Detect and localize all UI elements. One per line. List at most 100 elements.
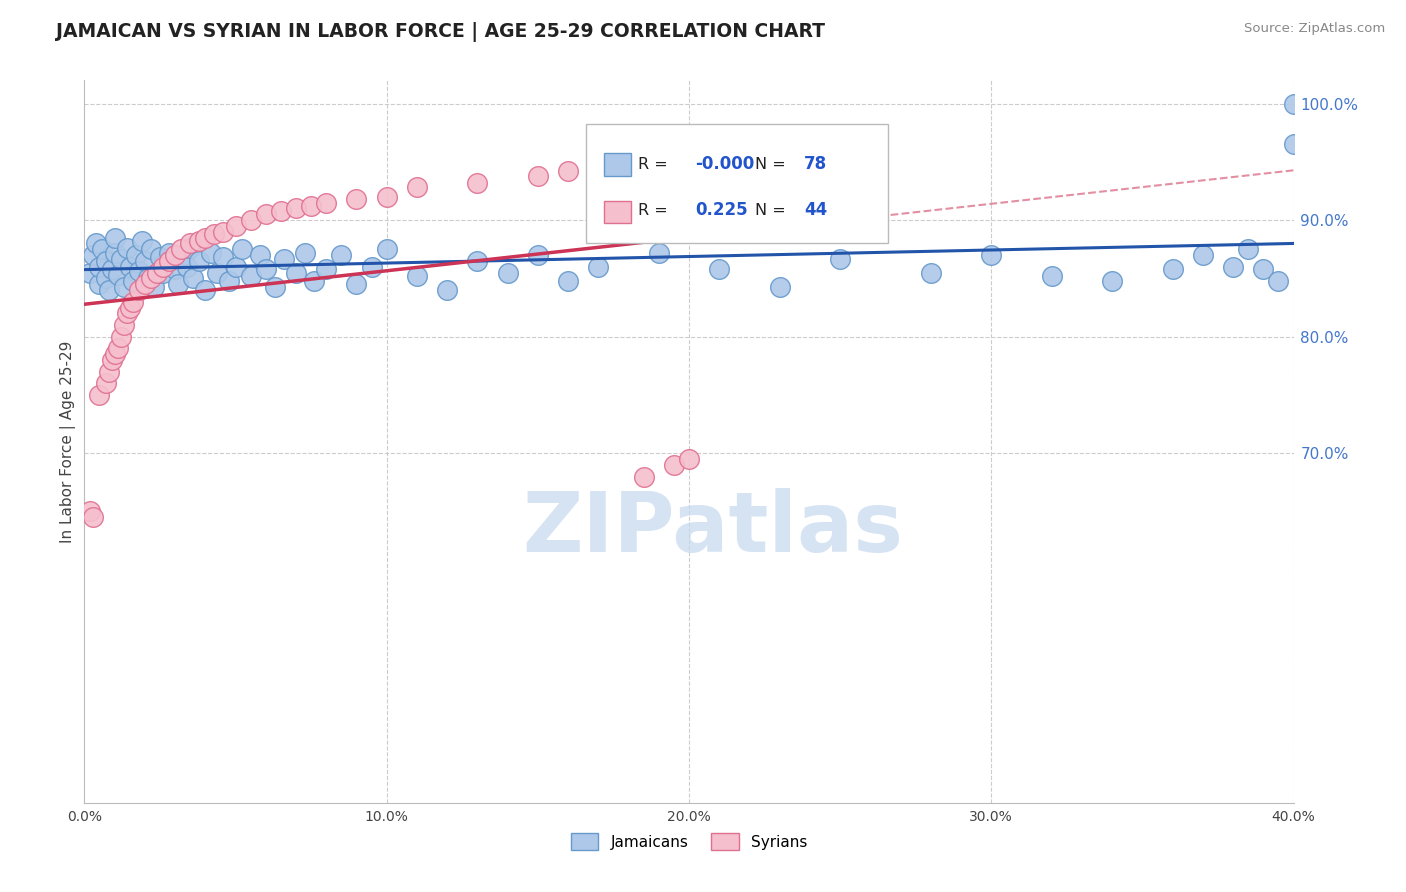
Text: ZIPatlas: ZIPatlas — [523, 488, 904, 569]
Point — [142, 279, 165, 293]
Point — [128, 283, 150, 297]
Point — [588, 260, 610, 274]
Point — [118, 301, 141, 315]
Point — [273, 252, 295, 266]
Point — [302, 274, 325, 288]
Point — [94, 254, 117, 268]
Point — [100, 262, 122, 277]
FancyBboxPatch shape — [605, 201, 631, 223]
Point — [194, 283, 217, 297]
Text: 44: 44 — [804, 202, 827, 219]
Point — [179, 241, 201, 255]
Point — [375, 242, 398, 256]
Text: R =: R = — [638, 157, 668, 171]
Point — [165, 248, 187, 262]
Point — [375, 190, 398, 204]
Point — [89, 388, 111, 402]
Point — [110, 252, 132, 266]
Point — [139, 271, 162, 285]
Text: Source: ZipAtlas.com: Source: ZipAtlas.com — [1244, 22, 1385, 36]
Point — [299, 199, 322, 213]
Point — [181, 271, 204, 285]
Point — [254, 207, 277, 221]
Point — [167, 277, 190, 292]
Point — [633, 469, 655, 483]
Point — [346, 277, 368, 292]
Point — [709, 262, 731, 277]
Point — [115, 241, 138, 255]
Point — [91, 242, 114, 256]
Point — [173, 248, 195, 262]
Point — [152, 266, 174, 280]
Text: 0.225: 0.225 — [695, 202, 748, 219]
Point — [1192, 248, 1215, 262]
Point — [152, 260, 174, 274]
Point — [467, 254, 489, 268]
Point — [693, 143, 716, 157]
Point — [194, 230, 217, 244]
FancyBboxPatch shape — [586, 124, 889, 243]
Point — [104, 245, 127, 260]
Point — [648, 245, 671, 260]
Point — [270, 203, 292, 218]
Point — [527, 248, 550, 262]
Point — [1101, 274, 1123, 288]
Point — [79, 266, 101, 280]
Point — [131, 234, 153, 248]
Point — [107, 341, 129, 355]
Point — [360, 260, 382, 274]
Point — [97, 365, 120, 379]
Point — [254, 262, 277, 277]
Point — [165, 262, 187, 277]
Point — [176, 260, 198, 274]
Point — [1282, 137, 1305, 152]
Point — [200, 245, 222, 260]
Text: JAMAICAN VS SYRIAN IN LABOR FORCE | AGE 25-29 CORRELATION CHART: JAMAICAN VS SYRIAN IN LABOR FORCE | AGE … — [56, 22, 825, 42]
Point — [202, 227, 225, 241]
Point — [157, 245, 180, 260]
Point — [212, 251, 235, 265]
Point — [527, 169, 550, 183]
Point — [94, 271, 117, 285]
Point — [212, 225, 235, 239]
Point — [179, 236, 201, 251]
Point — [769, 279, 792, 293]
Point — [588, 161, 610, 175]
Point — [104, 347, 127, 361]
Text: R =: R = — [638, 202, 668, 218]
Point — [263, 279, 285, 293]
Point — [112, 318, 135, 332]
Point — [1161, 262, 1184, 277]
Point — [82, 248, 104, 262]
Point — [315, 262, 337, 277]
Legend: Jamaicans, Syrians: Jamaicans, Syrians — [565, 827, 813, 856]
Text: N =: N = — [755, 202, 786, 218]
Point — [136, 271, 159, 285]
Point — [330, 248, 353, 262]
Point — [980, 248, 1002, 262]
Point — [231, 242, 253, 256]
Text: N =: N = — [755, 157, 786, 171]
Point — [121, 274, 143, 288]
Point — [1282, 96, 1305, 111]
Point — [467, 176, 489, 190]
Point — [139, 242, 162, 256]
Point — [79, 504, 101, 518]
Point — [134, 254, 156, 268]
Point — [149, 251, 172, 265]
Point — [557, 274, 579, 288]
Point — [294, 245, 316, 260]
Point — [285, 266, 308, 280]
Point — [1237, 242, 1260, 256]
Point — [218, 274, 240, 288]
Point — [134, 277, 156, 292]
Point — [100, 353, 122, 368]
Point — [82, 510, 104, 524]
Text: 78: 78 — [804, 155, 827, 173]
Point — [188, 254, 211, 268]
Point — [678, 452, 700, 467]
Point — [249, 248, 271, 262]
Point — [1267, 274, 1289, 288]
Point — [436, 283, 458, 297]
Point — [188, 234, 211, 248]
